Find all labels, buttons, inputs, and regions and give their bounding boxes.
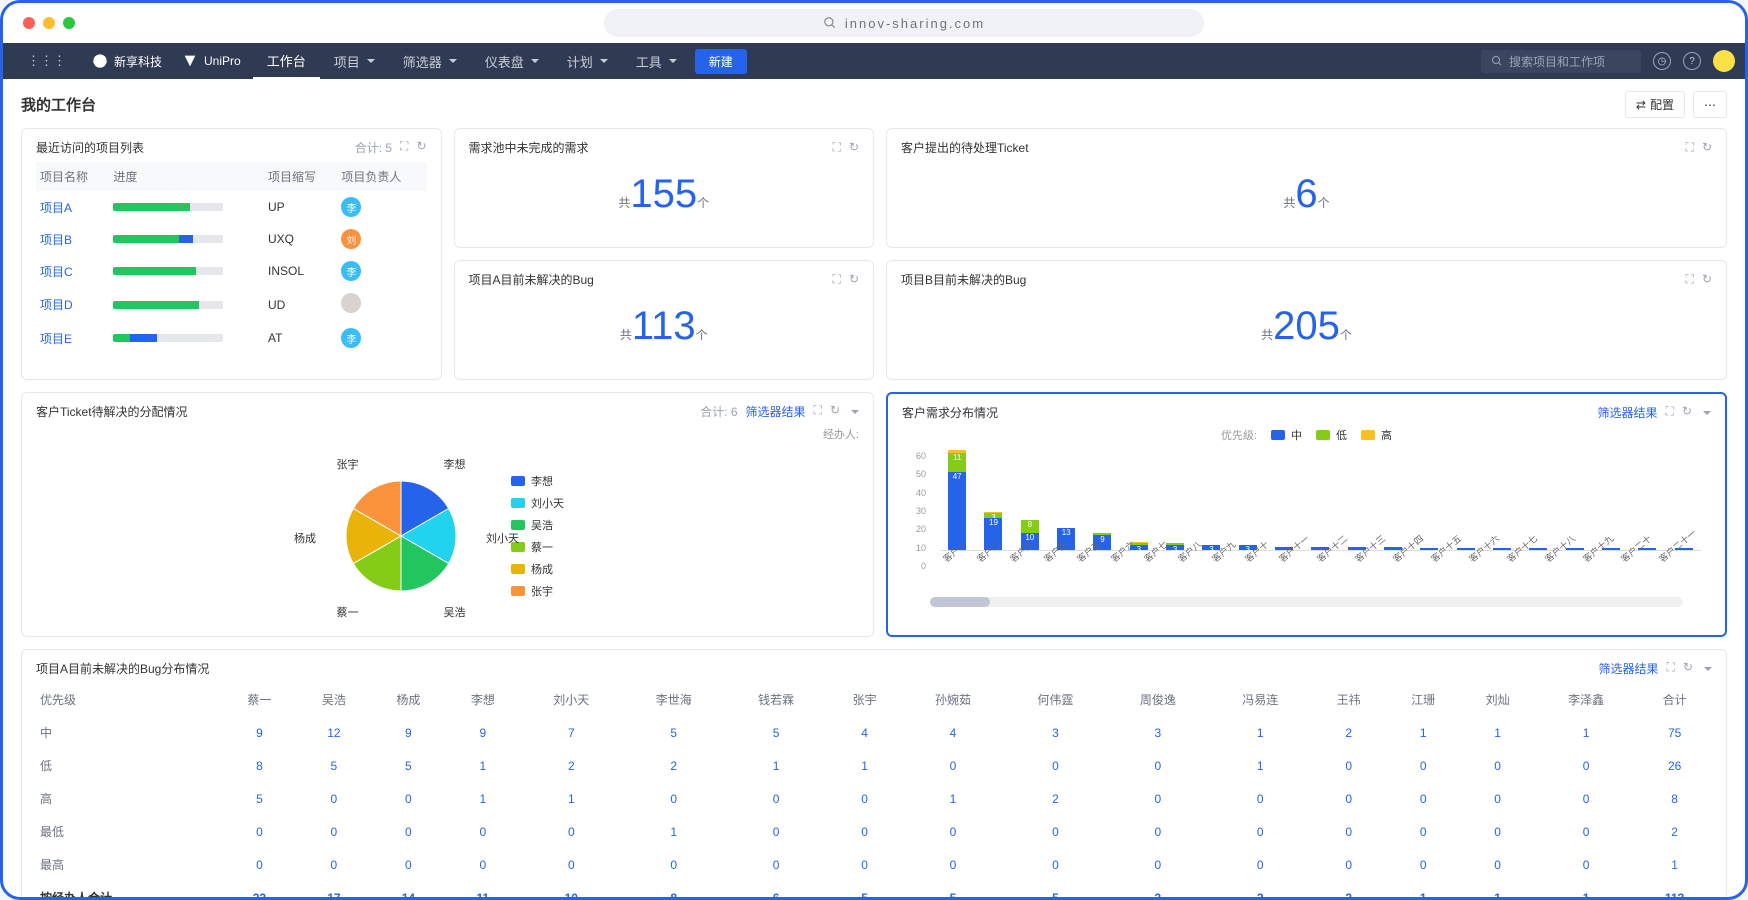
browser-bar: innov-sharing.com xyxy=(3,3,1745,43)
progress-bar xyxy=(113,301,223,309)
card-title: 项目A目前未解决的Bug xyxy=(469,271,594,288)
refresh-icon[interactable]: ↻ xyxy=(849,140,859,155)
search-icon xyxy=(1491,55,1503,67)
refresh-icon[interactable]: ↻ xyxy=(1702,272,1712,287)
project-link[interactable]: 项目A xyxy=(36,191,109,223)
url-text: innov-sharing.com xyxy=(845,16,985,31)
nav-工作台[interactable]: 工作台 xyxy=(253,43,320,79)
chevron-down-icon[interactable] xyxy=(1701,660,1712,677)
progress-bar xyxy=(113,235,223,243)
chevron-down-icon[interactable] xyxy=(1700,404,1711,421)
refresh-icon[interactable]: ↻ xyxy=(1682,404,1692,421)
config-button[interactable]: ⇄ 配置 xyxy=(1625,91,1685,118)
search-input[interactable]: 搜索项目和工作项 xyxy=(1481,50,1641,73)
pie-card: 客户Ticket待解决的分配情况合计: 6筛选器结果⛶↻经办人:李想刘小天吴浩蔡… xyxy=(21,392,874,637)
expand-icon[interactable]: ⛶ xyxy=(814,403,822,420)
bar-chart: 605040302010047111931081393333客户一客户二客户三客… xyxy=(902,451,1711,591)
filter-link[interactable]: 筛选器结果 xyxy=(1599,660,1659,677)
h-scrollbar[interactable] xyxy=(930,597,1683,607)
nav-筛选器[interactable]: 筛选器 xyxy=(389,43,471,79)
filter-link[interactable]: 筛选器结果 xyxy=(746,403,806,420)
nav-项目[interactable]: 项目 xyxy=(320,43,389,79)
refresh-icon[interactable]: ↻ xyxy=(416,139,426,156)
user-avatar[interactable] xyxy=(1713,50,1735,72)
refresh-icon[interactable]: ↻ xyxy=(1702,140,1712,155)
bug-table-card: 项目A目前未解决的Bug分布情况筛选器结果⛶↻优先级蔡一吴浩杨成李想刘小天李世海… xyxy=(21,649,1727,897)
brand-1[interactable]: 新享科技 xyxy=(84,53,170,70)
bar-card: 客户需求分布情况筛选器结果⛶↻优先级:中低高605040302010047111… xyxy=(886,392,1727,637)
card-title: 项目B目前未解决的Bug xyxy=(901,271,1026,288)
project-link[interactable]: 项目C xyxy=(36,255,109,287)
more-button[interactable]: ⋯ xyxy=(1693,91,1727,118)
owner-avatar[interactable]: 李 xyxy=(341,261,361,281)
progress-bar xyxy=(113,267,223,275)
clock-icon[interactable]: ◷ xyxy=(1653,52,1671,70)
progress-bar xyxy=(113,334,223,342)
nav-计划[interactable]: 计划 xyxy=(553,43,622,79)
owner-avatar[interactable]: 李 xyxy=(341,328,361,348)
expand-icon[interactable]: ⛶ xyxy=(833,140,841,155)
card-title: 需求池中未完成的需求 xyxy=(469,139,589,156)
brand-2[interactable]: UniPro xyxy=(174,53,249,69)
url-bar[interactable]: innov-sharing.com xyxy=(604,9,1204,37)
stat-card: 项目A目前未解决的Bug⛶↻共113个 xyxy=(454,260,875,380)
card-title: 客户提出的待处理Ticket xyxy=(901,139,1029,156)
project-link[interactable]: 项目B xyxy=(36,223,109,255)
recent-projects-card: 最近访问的项目列表合计: 5⛶↻项目名称进度项目缩写项目负责人项目AUP李项目B… xyxy=(21,128,442,380)
owner-avatar[interactable]: 李 xyxy=(341,197,361,217)
new-button[interactable]: 新建 xyxy=(695,49,747,74)
expand-icon[interactable]: ⛶ xyxy=(400,139,408,156)
chevron-down-icon[interactable] xyxy=(848,403,859,420)
filter-link[interactable]: 筛选器结果 xyxy=(1598,404,1658,421)
expand-icon[interactable]: ⛶ xyxy=(1686,140,1694,155)
page-title: 我的工作台 xyxy=(21,94,96,115)
stat-card: 项目B目前未解决的Bug⛶↻共205个 xyxy=(886,260,1727,380)
owner-avatar[interactable]: 刘 xyxy=(341,229,361,249)
refresh-icon[interactable]: ↻ xyxy=(849,272,859,287)
owner-avatar[interactable] xyxy=(341,293,361,313)
progress-bar xyxy=(113,203,223,211)
bug-table: 优先级蔡一吴浩杨成李想刘小天李世海钱若霖张宇孙婉茹何伟霆周俊逸冯易连王祎江珊刘灿… xyxy=(36,683,1712,897)
refresh-icon[interactable]: ↻ xyxy=(830,403,840,420)
apps-icon[interactable]: ⋮⋮⋮ xyxy=(13,43,80,79)
bar: 4711 xyxy=(940,450,974,550)
refresh-icon[interactable]: ↻ xyxy=(1683,660,1693,677)
help-icon[interactable]: ? xyxy=(1683,52,1701,70)
expand-icon[interactable]: ⛶ xyxy=(1667,660,1675,677)
top-nav: ⋮⋮⋮ 新享科技 UniPro 工作台项目筛选器仪表盘计划工具 新建 搜索项目和… xyxy=(3,43,1745,79)
project-link[interactable]: 项目D xyxy=(36,287,109,322)
expand-icon[interactable]: ⛶ xyxy=(1686,272,1694,287)
project-link[interactable]: 项目E xyxy=(36,322,109,354)
nav-仪表盘[interactable]: 仪表盘 xyxy=(471,43,553,79)
pie-chart: 李想刘小天吴浩蔡一杨成张宇 xyxy=(331,466,471,606)
stat-card: 客户提出的待处理Ticket⛶↻共6个 xyxy=(886,128,1727,248)
nav-工具[interactable]: 工具 xyxy=(622,43,691,79)
search-icon xyxy=(823,16,837,30)
expand-icon[interactable]: ⛶ xyxy=(833,272,841,287)
stat-card: 需求池中未完成的需求⛶↻共155个 xyxy=(454,128,875,248)
expand-icon[interactable]: ⛶ xyxy=(1666,404,1674,421)
